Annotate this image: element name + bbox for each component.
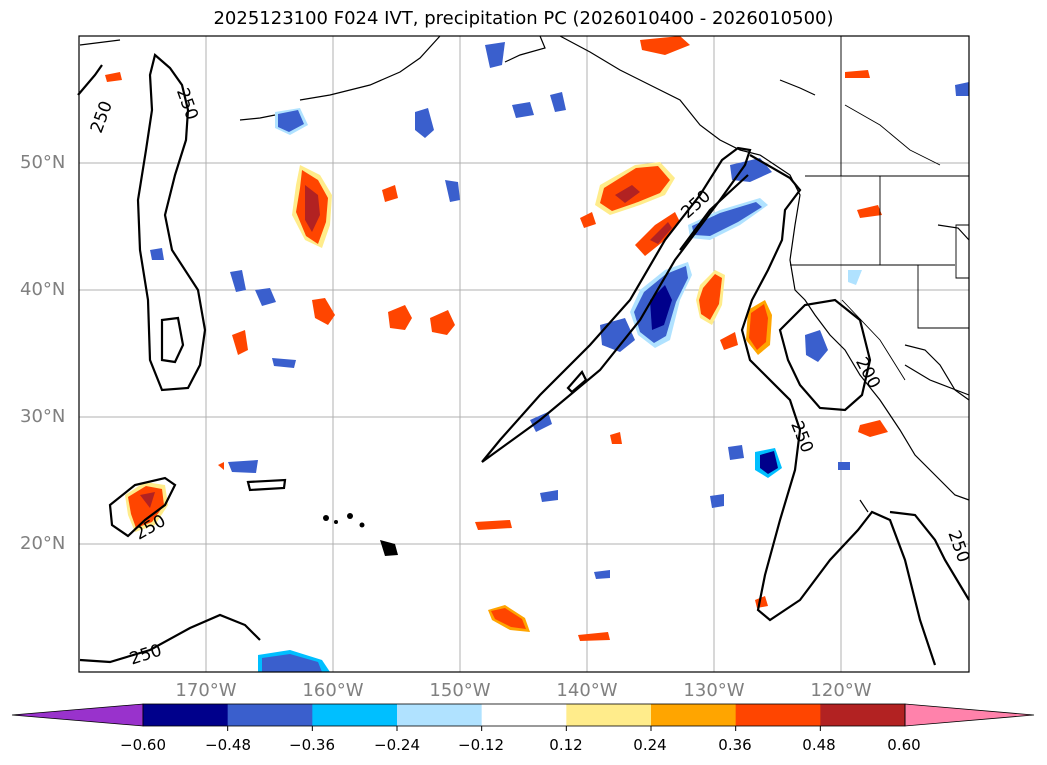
colorbar-tick: −0.24 (374, 736, 420, 754)
lon-label: 130°W (683, 680, 745, 701)
negative-precip-patches (150, 42, 969, 672)
ivt-contours (77, 52, 970, 666)
hawaii-islands (323, 513, 398, 556)
colorbar-tick: −0.48 (205, 736, 251, 754)
colorbar-segment (227, 704, 313, 726)
colorbar-segment (735, 704, 821, 726)
colorbar-extend-high (904, 703, 1035, 727)
colorbar-segment (397, 704, 483, 726)
colorbar-tick: 0.36 (718, 736, 752, 754)
colorbar-segment (820, 704, 906, 726)
colorbar-tick: −0.12 (458, 736, 504, 754)
colorbar-segment (566, 704, 652, 726)
lon-label: 150°W (429, 680, 491, 701)
colorbar-tick: 0.48 (802, 736, 836, 754)
colorbar-tick: −0.60 (120, 736, 166, 754)
colorbar-segment (651, 704, 737, 726)
coastlines (79, 35, 970, 513)
lat-label: 30°N (20, 406, 66, 427)
colorbar-segment (481, 704, 567, 726)
lon-label: 140°W (556, 680, 618, 701)
lon-label: 170°W (175, 680, 237, 701)
colorbar-tick: 0.60 (887, 736, 921, 754)
lon-label: 120°W (810, 680, 872, 701)
plot-frame (78, 35, 970, 673)
colorbar-tick: 0.24 (633, 736, 667, 754)
lat-label: 20°N (20, 533, 66, 554)
colorbar (11, 703, 1035, 731)
positive-precip-patches (105, 36, 888, 641)
colorbar-outline (142, 703, 906, 727)
colorbar-extend-low (11, 703, 144, 727)
lat-label: 50°N (20, 152, 66, 173)
colorbar-segment (143, 704, 229, 726)
lon-label: 160°W (302, 680, 364, 701)
colorbar-tick: 0.12 (549, 736, 583, 754)
colorbar-tick: −0.36 (289, 736, 335, 754)
lat-label: 40°N (20, 279, 66, 300)
gridlines (79, 36, 969, 672)
map-title: 2025123100 F024 IVT, precipitation PC (2… (213, 8, 834, 29)
plot-area (79, 36, 969, 672)
colorbar-segment (312, 704, 398, 726)
borders (790, 36, 970, 381)
